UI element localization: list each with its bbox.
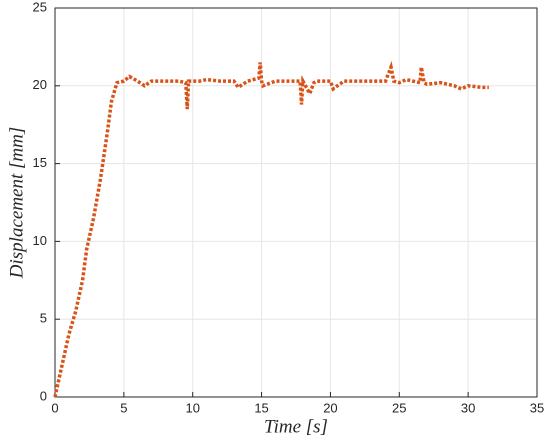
y-tick-label: 25 xyxy=(33,0,47,14)
x-tick-label: 15 xyxy=(254,400,268,415)
x-tick-label: 35 xyxy=(530,400,544,415)
y-tick-label: 10 xyxy=(33,233,47,248)
y-tick-label: 15 xyxy=(33,155,47,170)
data-line xyxy=(53,60,489,398)
x-tick-label: 0 xyxy=(51,400,58,415)
plot-area xyxy=(55,8,537,397)
y-tick-label: 0 xyxy=(40,388,47,403)
x-tick-label: 20 xyxy=(323,400,337,415)
axes-box xyxy=(54,7,538,398)
x-tick-label: 10 xyxy=(185,400,199,415)
x-axis-label: Time [s] xyxy=(264,416,328,437)
x-tick-label: 5 xyxy=(120,400,127,415)
y-tick-label: 20 xyxy=(33,77,47,92)
y-tick-label: 5 xyxy=(40,311,47,326)
y-axis-label: Displacement [mm] xyxy=(6,127,27,279)
x-tick-label: 30 xyxy=(461,400,475,415)
x-tick-label: 25 xyxy=(392,400,406,415)
